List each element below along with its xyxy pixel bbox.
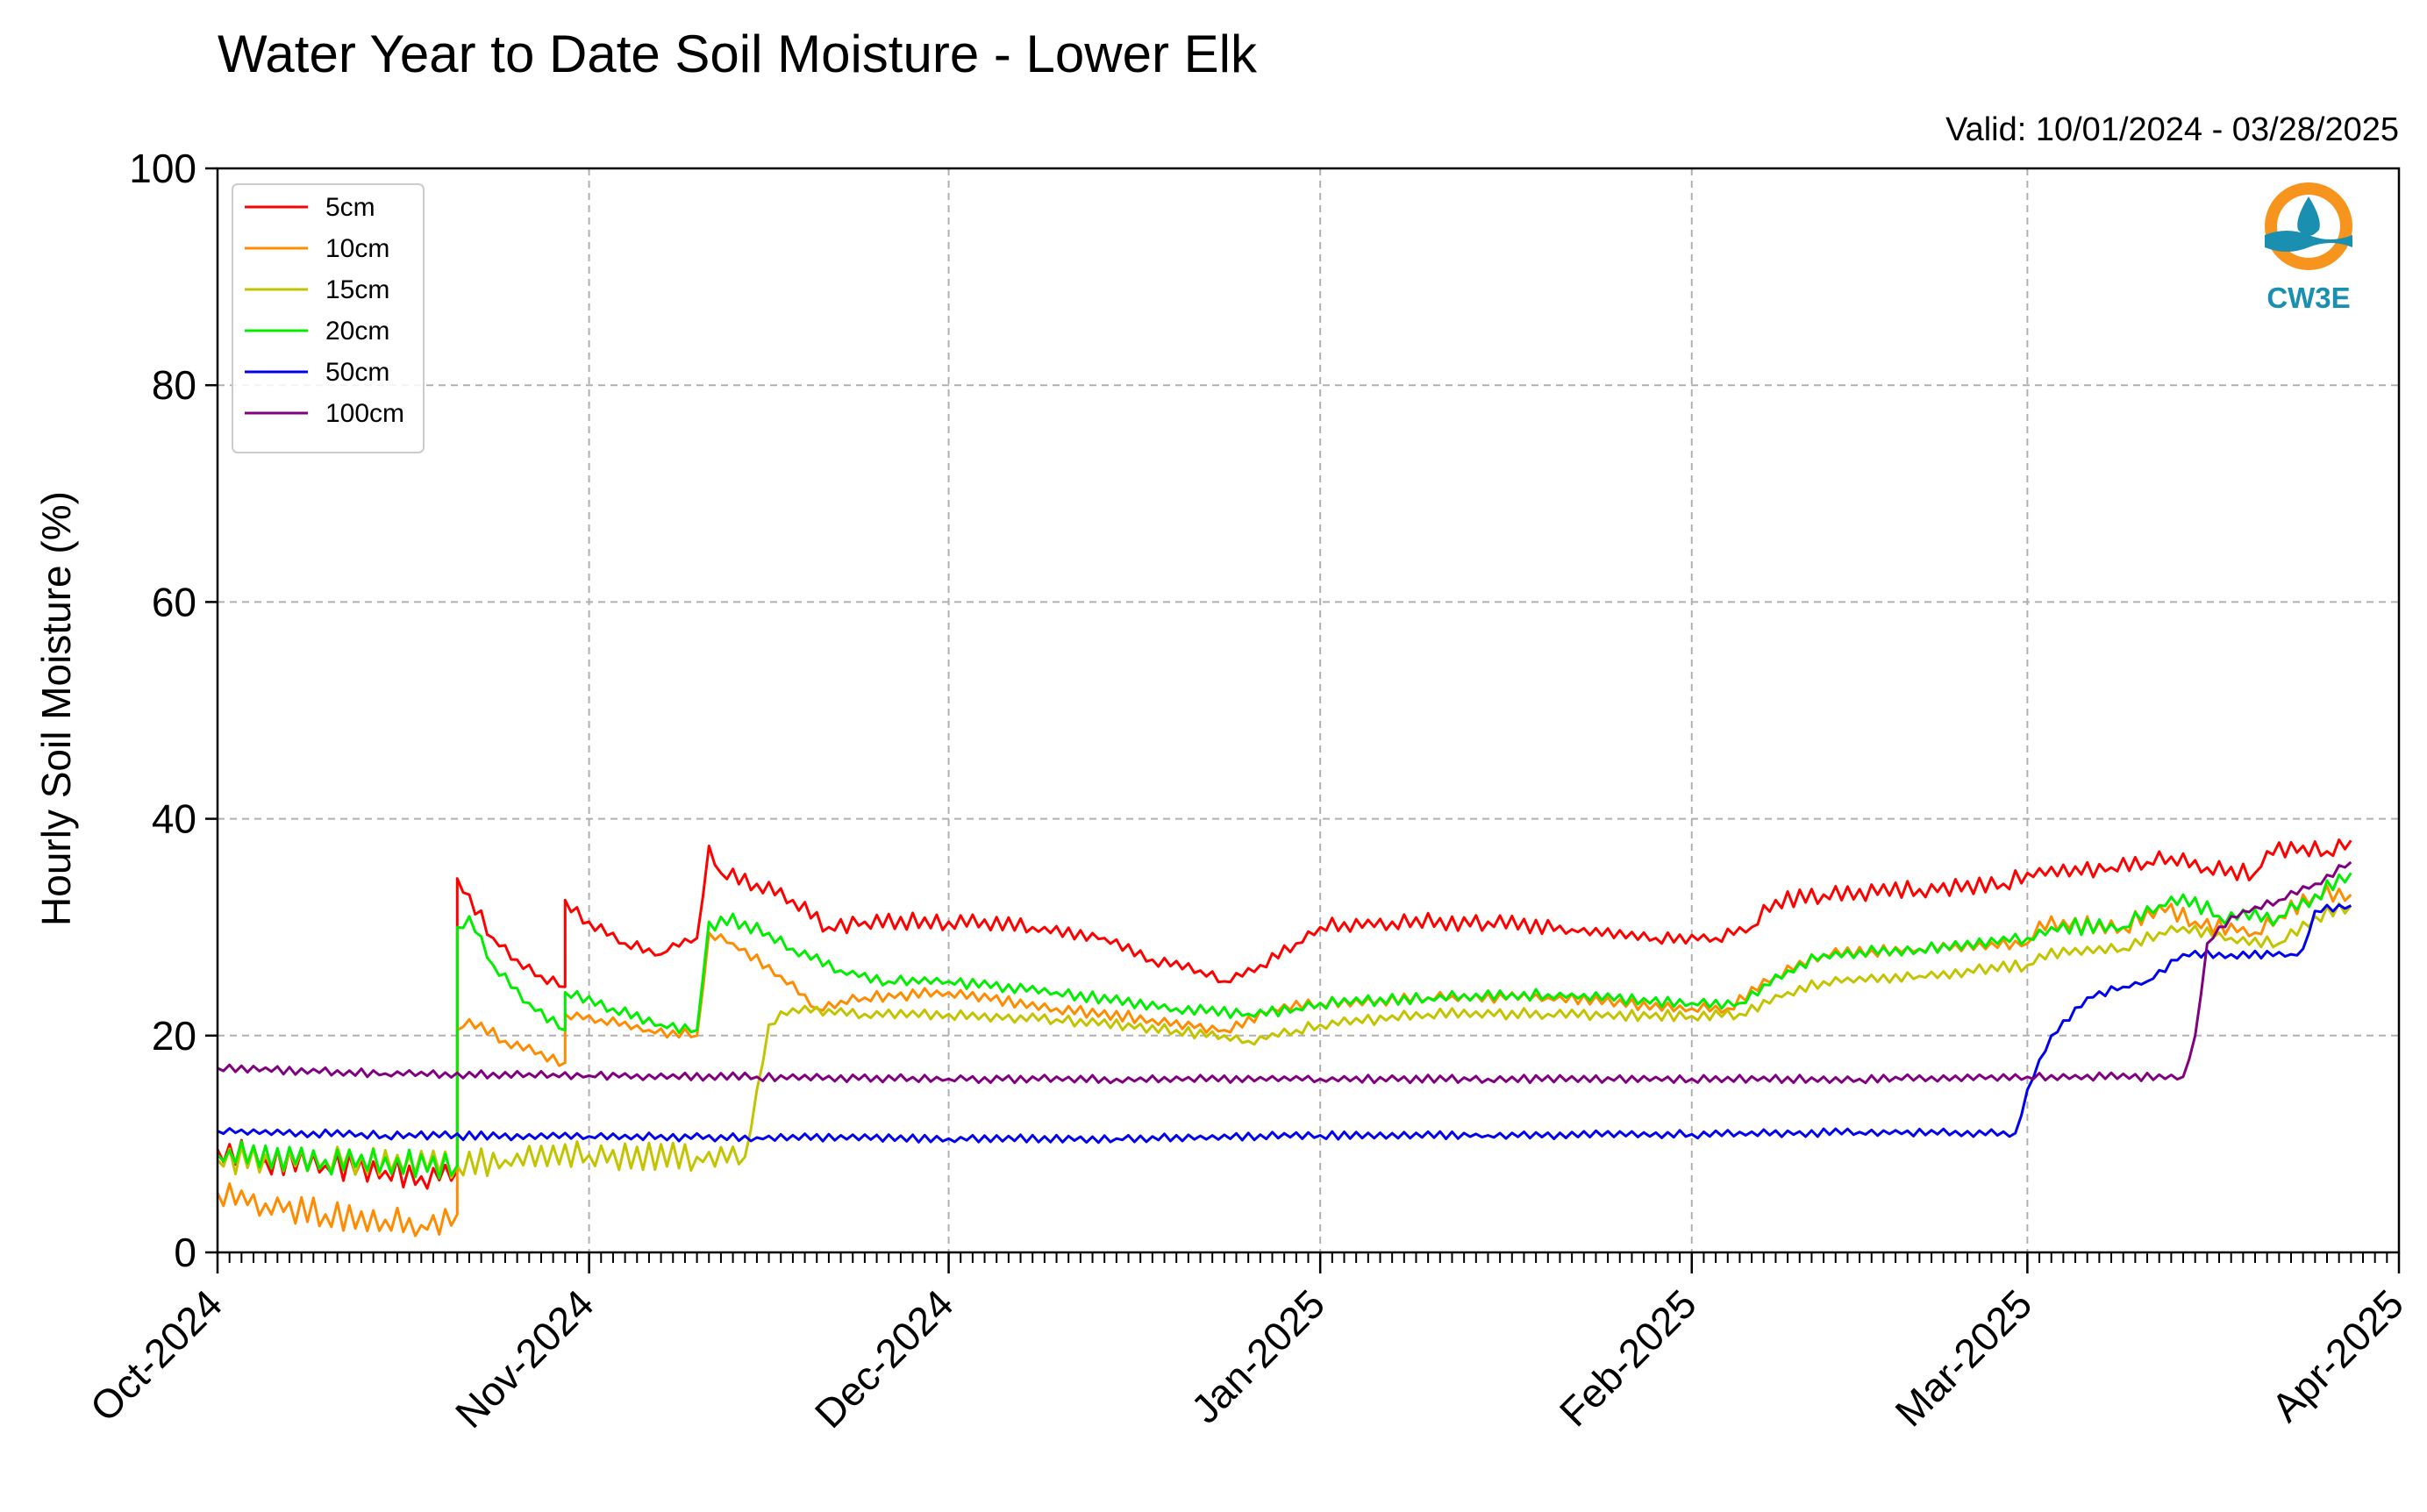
legend-label-15cm: 15cm xyxy=(325,275,389,304)
cw3e-logo-text: CW3E xyxy=(2266,282,2350,314)
series-line-5cm xyxy=(216,838,2352,1190)
x-tick-label: Apr-2025 xyxy=(2262,1280,2412,1430)
x-tick-label: Nov-2024 xyxy=(446,1280,603,1437)
legend: 5cm 10cm 15cm 20cm 50cm 100cm xyxy=(232,183,425,453)
cw3e-logo-waves-icon xyxy=(2265,231,2352,252)
series-line-20cm xyxy=(216,872,2352,1180)
cw3e-logo: CW3E xyxy=(2265,182,2352,314)
x-tick-label: Oct-2024 xyxy=(82,1280,232,1430)
legend-label-100cm: 100cm xyxy=(325,399,404,428)
grid-lines xyxy=(218,168,2399,1252)
legend-box xyxy=(232,183,425,453)
y-axis-label: Hourly Soil Moisture (%) xyxy=(33,491,79,926)
y-tick-label: 80 xyxy=(152,362,196,408)
y-tick-label: 0 xyxy=(174,1230,196,1275)
series-line-15cm xyxy=(216,902,2352,1180)
x-tick-label: Jan-2025 xyxy=(1182,1280,1333,1431)
y-tick-label: 100 xyxy=(129,146,196,191)
legend-label-5cm: 5cm xyxy=(325,193,375,222)
x-tick-label: Dec-2024 xyxy=(806,1280,962,1437)
legend-label-50cm: 50cm xyxy=(325,358,389,387)
cw3e-logo-drop-icon xyxy=(2297,196,2320,236)
axes: 0 20 40 60 80 100 Oct-2024 Nov-2024 Dec-2024 Jan-… xyxy=(82,146,2413,1437)
legend-label-10cm: 10cm xyxy=(325,234,389,263)
series-lines xyxy=(216,838,2352,1237)
x-tick-label: Feb-2025 xyxy=(1551,1280,1705,1435)
legend-label-20cm: 20cm xyxy=(325,317,389,346)
y-tick-label: 40 xyxy=(152,796,196,842)
x-tick-label: Mar-2025 xyxy=(1886,1280,2040,1435)
series-line-50cm xyxy=(217,903,2352,1145)
y-tick-label: 20 xyxy=(152,1013,196,1059)
y-tick-label: 60 xyxy=(152,579,196,624)
chart-title: Water Year to Date Soil Moisture - Lower… xyxy=(218,25,1258,83)
plot-frame xyxy=(216,167,2401,1254)
series-line-100cm xyxy=(217,860,2352,1085)
chart-subtitle: Valid: 10/01/2024 - 03/28/2025 xyxy=(1945,111,2399,148)
